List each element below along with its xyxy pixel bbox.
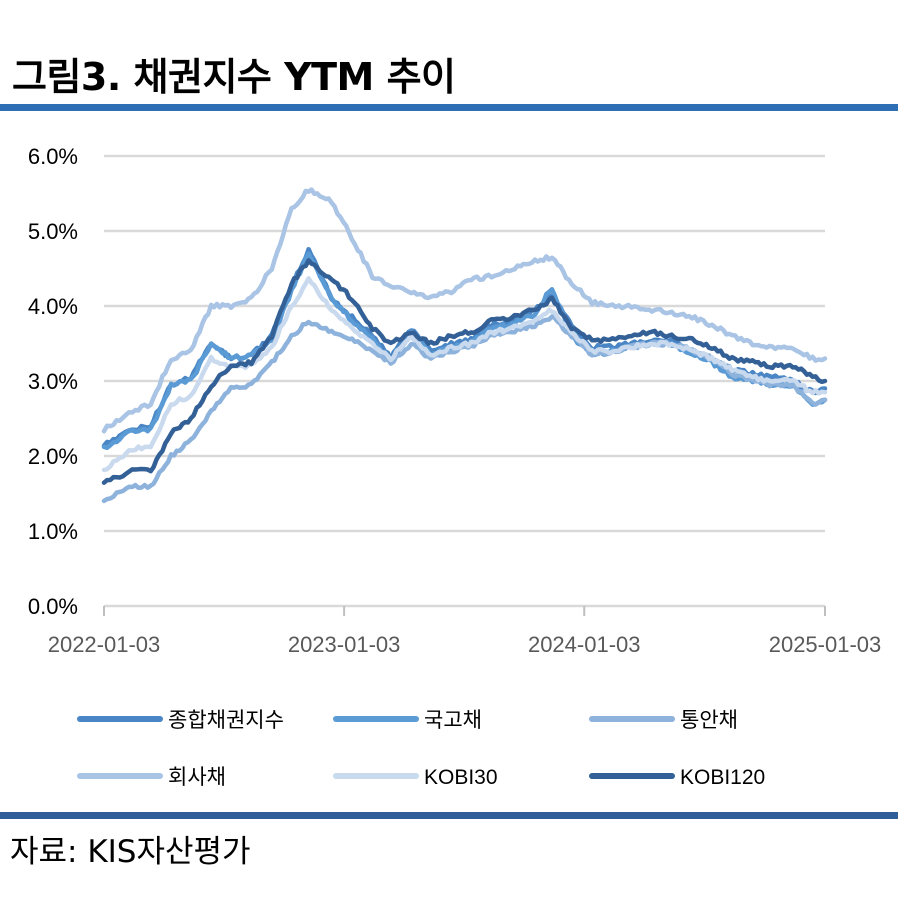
x-tick-label: 2023-01-03 <box>288 632 401 657</box>
x-tick-label: 2025-01-03 <box>769 632 882 657</box>
legend-label: KOBI30 <box>424 766 498 789</box>
legend-label: 회사채 <box>168 766 226 789</box>
x-tick-label: 2022-01-03 <box>48 632 161 657</box>
series-line <box>101 276 828 473</box>
legend-label: KOBI120 <box>680 766 765 789</box>
y-tick-label: 6.0% <box>28 144 78 169</box>
y-tick-label: 4.0% <box>28 294 78 319</box>
legend-label: 국고채 <box>424 709 482 732</box>
series-lines <box>101 187 828 504</box>
figure-title: 그림3. 채권지수 YTM 추이 <box>12 55 456 99</box>
x-axis <box>103 604 826 616</box>
x-axis-tick-labels: 2022-01-03 2023-01-03 2024-01-03 2025-01-03 <box>48 632 882 657</box>
y-tick-label: 3.0% <box>28 369 78 394</box>
y-tick-label: 5.0% <box>28 219 78 244</box>
series-line <box>101 258 828 485</box>
y-axis-tick-labels: 0.0% 1.0% 2.0% 3.0% 4.0% 5.0% 6.0% <box>28 144 78 619</box>
top-divider <box>0 104 898 111</box>
ytm-line-chart: 0.0%1.0%2.0%3.0%4.0%5.0%6.0% 2022-01-03 2… <box>28 144 882 789</box>
y-tick-label: 2.0% <box>28 444 78 469</box>
series-line <box>101 187 828 434</box>
y-tick-label: 1.0% <box>28 519 78 544</box>
y-tick-label: 0.0% <box>28 594 78 619</box>
legend-label: 통안채 <box>680 709 738 732</box>
x-tick-label: 2024-01-03 <box>528 632 641 657</box>
legend-label: 종합채권지수 <box>168 709 284 732</box>
bottom-divider <box>0 812 898 819</box>
source-note: 자료: KIS자산평가 <box>10 834 251 870</box>
